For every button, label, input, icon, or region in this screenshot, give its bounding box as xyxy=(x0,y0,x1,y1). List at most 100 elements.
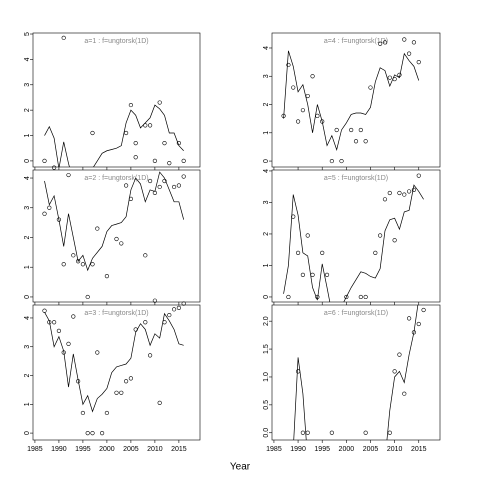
point xyxy=(123,379,129,384)
x-tick-label: 1990 xyxy=(290,446,306,453)
point xyxy=(181,301,186,306)
y-tick-label: 0 xyxy=(24,295,31,299)
point xyxy=(392,369,397,374)
x-tick-label: 1995 xyxy=(75,446,91,453)
y-tick-label: 2 xyxy=(24,235,31,239)
point xyxy=(157,100,162,105)
point xyxy=(320,119,325,124)
point xyxy=(114,236,119,242)
fit-line xyxy=(44,104,184,167)
y-tick-label: 1 xyxy=(24,402,31,406)
y-tick-label: 1 xyxy=(263,131,270,135)
point xyxy=(162,178,167,184)
point xyxy=(119,390,124,395)
point xyxy=(90,262,95,267)
point xyxy=(295,119,301,124)
panel-frame xyxy=(32,32,201,168)
panel: a=5 : f=ungtorsk(1D) 0 1 2 3 4 xyxy=(263,169,441,305)
point xyxy=(349,127,354,133)
point xyxy=(382,197,388,202)
point xyxy=(95,350,100,355)
point xyxy=(162,320,167,325)
point xyxy=(358,294,363,300)
point xyxy=(123,130,129,136)
point xyxy=(71,314,76,319)
x-tick-label: 2015 xyxy=(411,446,427,453)
point xyxy=(295,250,301,255)
y-tick-label: 0 xyxy=(24,159,31,163)
y-tick-label: 4 xyxy=(24,57,31,61)
y-tick-label: 0 xyxy=(263,295,270,299)
panel-title: a=2 : f=ungtorsk(1D) xyxy=(84,175,148,182)
x-tick-label: 2000 xyxy=(99,446,115,453)
point xyxy=(281,113,286,118)
point xyxy=(176,141,181,146)
point xyxy=(52,320,57,325)
point xyxy=(95,226,100,231)
point xyxy=(300,430,305,435)
point xyxy=(47,205,52,210)
x-tick-label: 1995 xyxy=(314,446,330,453)
point xyxy=(286,62,291,68)
point xyxy=(133,155,138,160)
y-tick-label: 1.5 xyxy=(263,344,270,354)
point xyxy=(128,376,133,381)
point xyxy=(176,305,181,310)
point xyxy=(133,141,138,146)
x-tick-label: 1990 xyxy=(51,446,67,453)
point xyxy=(310,74,315,79)
point xyxy=(392,76,397,82)
point xyxy=(90,430,95,436)
point xyxy=(167,312,172,318)
point xyxy=(411,330,417,335)
point xyxy=(329,158,334,164)
point xyxy=(147,353,153,358)
y-tick-label: 0 xyxy=(24,431,31,435)
point xyxy=(128,102,133,108)
x-axis-label: Year xyxy=(230,462,251,473)
plot-area xyxy=(283,184,424,302)
panel-title: a=4 : f=ungtorsk(1D) xyxy=(324,38,388,45)
point xyxy=(286,294,291,300)
point xyxy=(147,178,153,184)
point xyxy=(416,173,421,178)
point xyxy=(167,161,172,166)
point xyxy=(407,316,412,321)
y-tick-label: 4 xyxy=(24,316,31,320)
panel-title: a=5 : f=ungtorsk(1D) xyxy=(324,175,388,182)
point xyxy=(157,184,162,190)
point xyxy=(411,40,417,45)
point xyxy=(61,35,66,40)
point xyxy=(305,93,310,99)
point xyxy=(162,141,167,146)
point xyxy=(80,262,86,267)
point xyxy=(90,130,95,136)
point xyxy=(80,410,86,416)
x-tick-label: 2000 xyxy=(339,446,355,453)
panel-frame xyxy=(32,304,201,441)
point xyxy=(42,211,47,216)
panel-frame xyxy=(271,169,441,303)
panel: a=6 : f=ungtorsk(1D) 0.0 0.5 1.0 1.5 2.0 1985 1… xyxy=(263,304,441,453)
point xyxy=(373,250,378,255)
y-tick-label: 3 xyxy=(24,345,31,349)
point xyxy=(76,259,81,264)
fit-line xyxy=(283,184,424,302)
point xyxy=(66,341,71,346)
y-tick-label: 2.0 xyxy=(263,316,270,326)
point xyxy=(402,192,407,197)
point xyxy=(133,327,138,332)
panel-title: a=1 : f=ungtorsk(1D) xyxy=(84,38,148,45)
point xyxy=(181,174,186,179)
point xyxy=(310,272,315,278)
point xyxy=(402,391,407,396)
y-tick-label: 3 xyxy=(24,83,31,87)
point xyxy=(368,85,373,90)
point xyxy=(42,308,47,313)
point xyxy=(300,272,305,278)
y-tick-label: 5 xyxy=(24,32,31,36)
point xyxy=(411,187,417,192)
panel-frame xyxy=(32,169,201,303)
point xyxy=(397,190,402,196)
panel-title: a=6 : f=ungtorsk(1D) xyxy=(324,310,388,317)
